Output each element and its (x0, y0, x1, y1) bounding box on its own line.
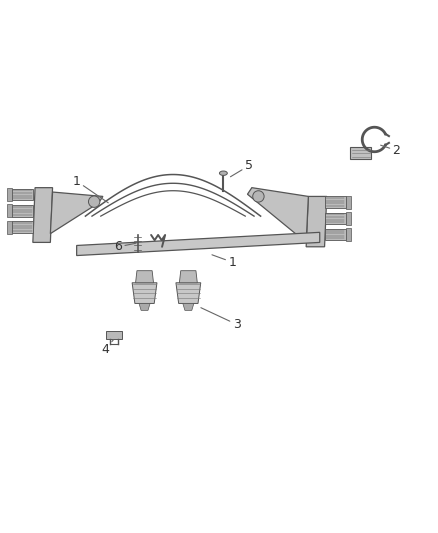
Text: 1: 1 (73, 175, 108, 203)
Text: 1: 1 (212, 255, 236, 269)
Polygon shape (136, 271, 153, 283)
Polygon shape (325, 213, 346, 224)
Polygon shape (346, 196, 351, 209)
Polygon shape (325, 197, 346, 208)
Polygon shape (7, 204, 12, 217)
Circle shape (88, 196, 100, 207)
Text: 2: 2 (381, 144, 400, 157)
Polygon shape (12, 205, 33, 216)
Polygon shape (176, 283, 201, 303)
Text: 5: 5 (230, 159, 253, 177)
Text: 3: 3 (201, 308, 240, 331)
Polygon shape (7, 188, 12, 201)
Text: 4: 4 (101, 340, 113, 356)
Polygon shape (325, 229, 346, 240)
Bar (350, 147, 371, 159)
Polygon shape (77, 232, 320, 255)
Text: 6: 6 (114, 240, 136, 253)
Polygon shape (33, 188, 53, 243)
Polygon shape (132, 283, 157, 303)
Polygon shape (50, 192, 103, 233)
Ellipse shape (219, 171, 227, 175)
Polygon shape (247, 188, 308, 243)
Polygon shape (12, 189, 33, 200)
Polygon shape (7, 221, 12, 233)
Bar (106, 331, 122, 339)
Polygon shape (180, 271, 197, 283)
Polygon shape (12, 221, 33, 233)
Polygon shape (139, 303, 150, 310)
Polygon shape (346, 228, 351, 241)
Polygon shape (183, 303, 194, 310)
Polygon shape (306, 197, 327, 247)
Circle shape (253, 191, 264, 202)
Polygon shape (346, 212, 351, 225)
